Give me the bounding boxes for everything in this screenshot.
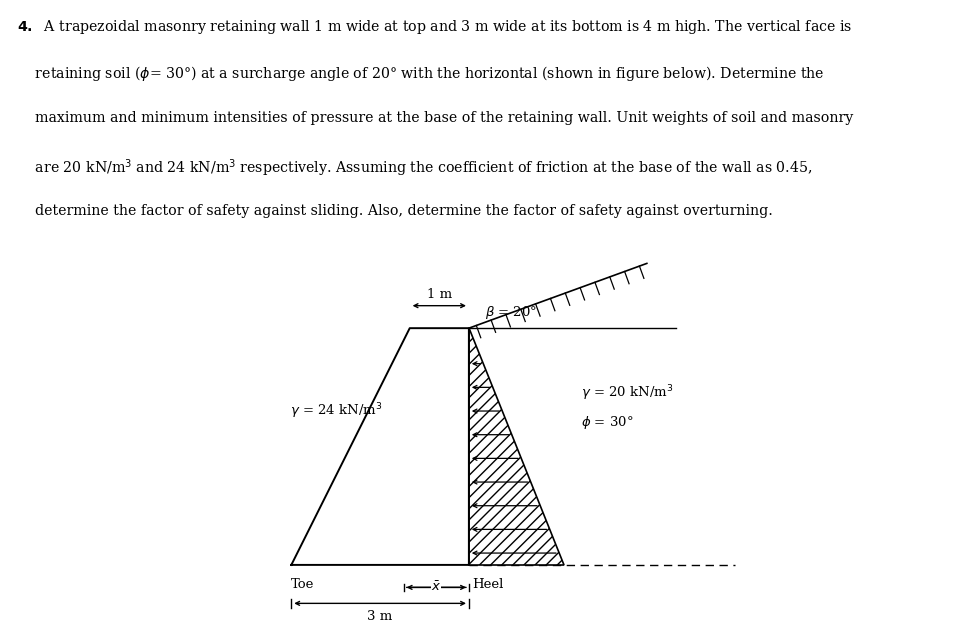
Text: 3 m: 3 m <box>367 610 392 624</box>
Text: 1 m: 1 m <box>426 288 452 301</box>
Text: Heel: Heel <box>471 578 503 591</box>
Text: are 20 kN/m$^3$ and 24 kN/m$^3$ respectively. Assuming the coefficient of fricti: are 20 kN/m$^3$ and 24 kN/m$^3$ respecti… <box>17 158 812 179</box>
Text: $\mathbf{4.}$  A trapezoidal masonry retaining wall 1 m wide at top and 3 m wide: $\mathbf{4.}$ A trapezoidal masonry reta… <box>17 18 852 36</box>
Text: $\beta$ = 20°: $\beta$ = 20° <box>484 304 537 321</box>
Text: $\phi$ = 30°: $\phi$ = 30° <box>580 415 633 432</box>
Text: $\gamma$ = 24 kN/m$^3$: $\gamma$ = 24 kN/m$^3$ <box>290 401 382 421</box>
Text: $\gamma$ = 20 kN/m$^3$: $\gamma$ = 20 kN/m$^3$ <box>580 384 673 403</box>
Polygon shape <box>468 328 563 565</box>
Text: determine the factor of safety against sliding. Also, determine the factor of sa: determine the factor of safety against s… <box>17 204 772 218</box>
Text: retaining soil ($\phi$= 30°) at a surcharge angle of 20° with the horizontal (sh: retaining soil ($\phi$= 30°) at a surcha… <box>17 64 825 83</box>
Text: Toe: Toe <box>291 578 314 591</box>
Text: $\bar{x}$: $\bar{x}$ <box>431 581 441 594</box>
Text: maximum and minimum intensities of pressure at the base of the retaining wall. U: maximum and minimum intensities of press… <box>17 111 853 125</box>
